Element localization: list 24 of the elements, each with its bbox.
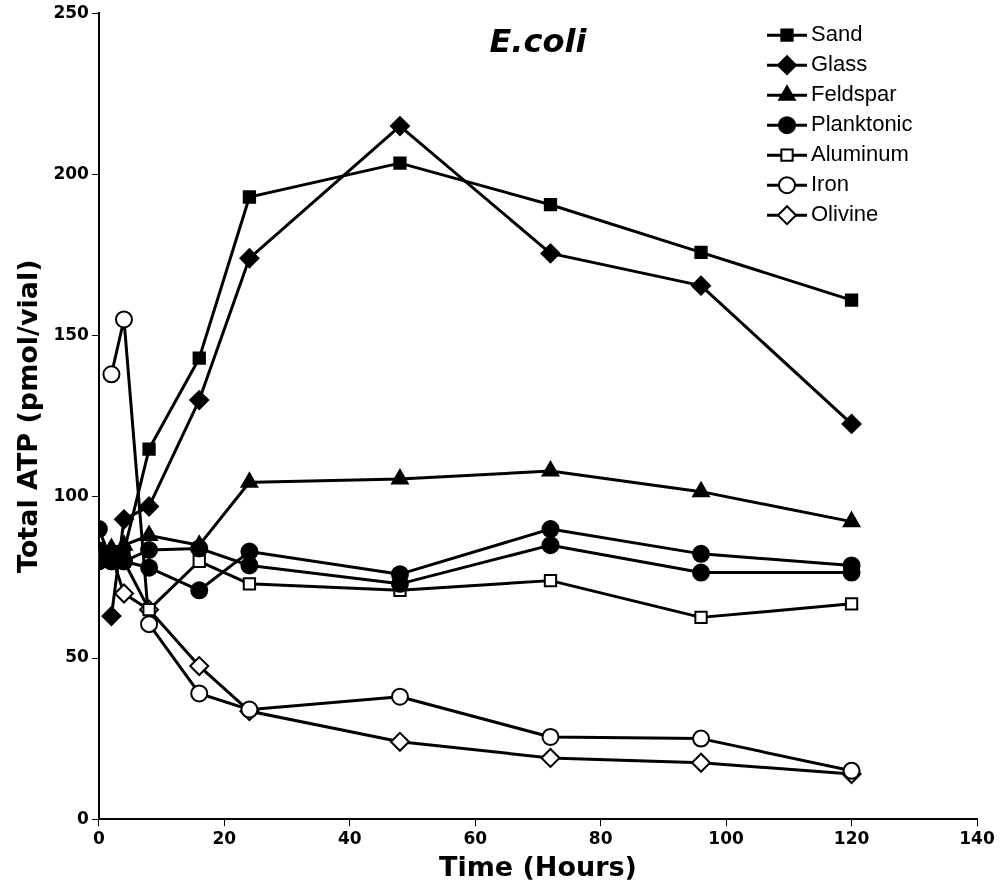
- x-tick-label: 100: [708, 827, 745, 848]
- y-tick-label: 50: [65, 646, 90, 667]
- y-axis-title: Total ATP (pmol/vial): [12, 259, 44, 574]
- y-tick-label: 150: [53, 324, 90, 345]
- x-tick-label: 120: [833, 827, 870, 848]
- legend-label: Olivine: [811, 201, 879, 227]
- y-tick-label: 250: [53, 1, 90, 22]
- x-tick-label: 20: [212, 827, 237, 848]
- legend-label: Aluminum: [811, 141, 909, 167]
- y-tick-label: 100: [53, 485, 90, 506]
- legend-label: Iron: [811, 171, 849, 197]
- x-tick-label: 0: [92, 827, 105, 848]
- y-tick-label: 200: [53, 162, 90, 183]
- legend-label: Glass: [811, 51, 868, 77]
- chart-title: E.coli: [489, 21, 588, 60]
- x-tick-label: 40: [337, 827, 362, 848]
- legend-label: Sand: [811, 21, 863, 47]
- x-tick-label: 140: [959, 827, 995, 848]
- x-tick-label: 60: [463, 827, 488, 848]
- legend-label: Planktonic: [811, 111, 913, 137]
- y-tick-label: 0: [77, 807, 90, 828]
- x-tick-label: 80: [588, 827, 613, 848]
- legend-label: Feldspar: [811, 81, 897, 107]
- x-axis-title: Time (Hours): [438, 850, 637, 882]
